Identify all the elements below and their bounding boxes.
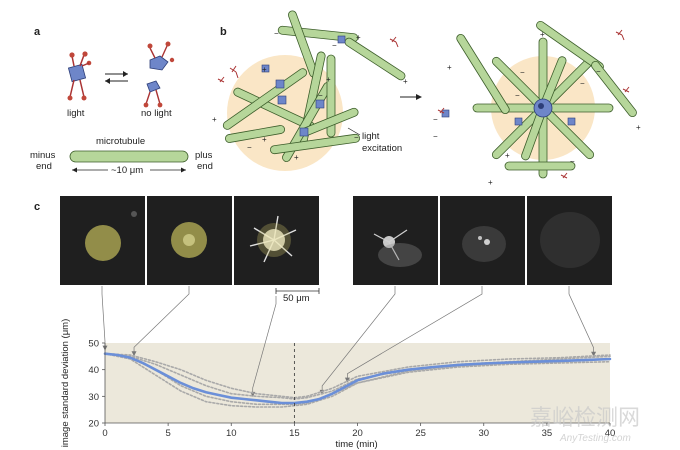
transition-arrow-icon [400, 94, 422, 100]
svg-text:−: − [433, 115, 438, 124]
snapshot-connector [101, 286, 106, 348]
snapshot-connector [252, 296, 277, 394]
svg-text:−: − [332, 41, 337, 50]
svg-text:+: + [403, 77, 408, 86]
svg-text:−: − [580, 79, 585, 88]
svg-text:−: − [515, 91, 520, 100]
svg-text:+: + [356, 33, 361, 42]
x-tick-label: 0 [102, 428, 107, 439]
micrograph-strip-right [353, 196, 612, 285]
snapshot-arrowhead [591, 351, 597, 357]
svg-text:−: − [433, 132, 438, 141]
panel-b-label: b [220, 26, 227, 38]
no-light-label: no light [141, 108, 172, 119]
svg-text:+: + [447, 63, 452, 72]
plus-end-label-2: end [197, 161, 213, 172]
svg-text:−: − [596, 67, 601, 76]
micrograph-5 [440, 196, 525, 285]
svg-text:+: + [212, 115, 217, 124]
svg-text:−: − [520, 68, 525, 77]
scale-bar-label: 50 μm [283, 293, 310, 304]
x-tick-label: 5 [165, 428, 170, 439]
scale-bar [275, 288, 320, 294]
micrograph-strip-left [60, 196, 319, 285]
x-tick-label: 20 [352, 428, 363, 439]
watermark-en: AnyTesting.com [559, 433, 631, 444]
y-tick-label: 50 [88, 339, 99, 350]
svg-text:+: + [636, 123, 641, 132]
watermark-cn: 嘉峪检测网 [530, 405, 640, 430]
svg-text:+: + [294, 153, 299, 162]
equilibrium-arrows-icon [105, 71, 128, 84]
minus-end-label-2: end [36, 161, 52, 172]
svg-text:−: − [274, 29, 279, 38]
disordered-microtubules-diagram: − + +− ++ −+ −+ +− [212, 10, 408, 171]
snapshot-arrowhead [131, 351, 137, 357]
std-deviation-chart: 0 5 10 15 20 25 30 35 40 20 30 40 50 [88, 286, 615, 439]
panel-c-label: c [34, 201, 40, 213]
svg-text:+: + [326, 75, 331, 84]
aster-diagram: + + − − + − + − + − − − [433, 20, 641, 187]
svg-text:−: − [318, 91, 323, 100]
svg-text:−: − [247, 143, 252, 152]
x-tick-label: 40 [605, 428, 616, 439]
y-tick-label: 40 [88, 365, 99, 376]
x-tick-label: 30 [478, 428, 489, 439]
snapshot-connector [347, 286, 483, 380]
length-label: ~10 μm [111, 165, 143, 176]
x-axis-label: time (min) [336, 439, 378, 450]
snapshot-connector [321, 286, 396, 392]
y-tick-label: 20 [88, 419, 99, 430]
svg-text:−: − [570, 157, 575, 166]
x-tick-label: 10 [226, 428, 237, 439]
minus-end-label-1: minus [30, 150, 56, 161]
light-label: light [67, 108, 85, 119]
microtubule-rod [69, 150, 189, 163]
excitation-label-1: light [362, 131, 380, 142]
x-tick-label: 15 [289, 428, 300, 439]
snapshot-connectors [101, 286, 597, 397]
y-tick-label: 30 [88, 392, 99, 403]
plus-end-label-1: plus [195, 150, 213, 161]
x-tick-label: 25 [415, 428, 426, 439]
micrograph-4 [353, 196, 438, 285]
snapshot-connector [133, 286, 190, 354]
svg-text:+: + [262, 65, 267, 74]
snapshot-arrowhead [344, 377, 350, 383]
x-tick-label: 35 [542, 428, 553, 439]
y-axis-label: image standard deviation (μm) [60, 319, 71, 448]
svg-text:+: + [505, 151, 510, 160]
svg-text:+: + [540, 30, 545, 39]
svg-text:−: − [354, 133, 359, 142]
axes: 0 5 10 15 20 25 30 35 40 20 30 40 50 [88, 339, 615, 440]
svg-text:+: + [262, 135, 267, 144]
motor-no-light-icon [143, 41, 175, 108]
excitation-label-2: excitation [362, 143, 402, 154]
microtubule-label: microtubule [96, 136, 145, 147]
motor-light-icon [67, 51, 92, 101]
panel-a-label: a [34, 26, 41, 38]
svg-text:+: + [488, 178, 493, 187]
snapshot-connector [568, 286, 594, 354]
